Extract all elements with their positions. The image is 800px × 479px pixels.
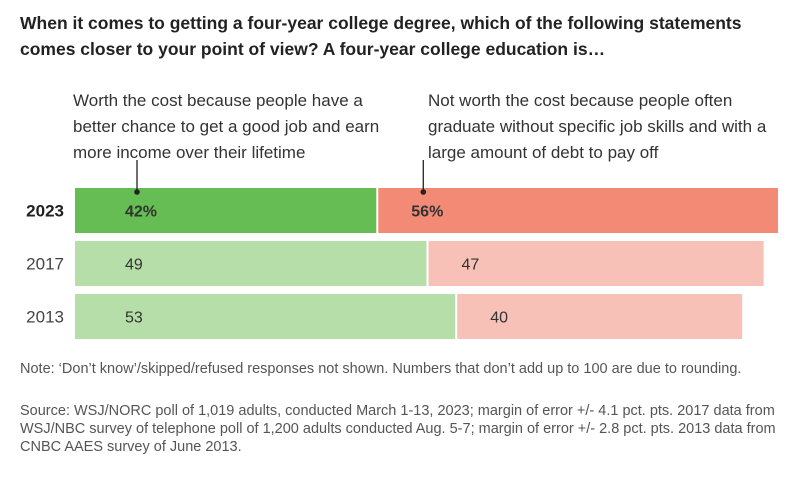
value-label-not-worth-2023: 56%	[411, 204, 443, 221]
bar-worth-2017	[75, 241, 427, 286]
bar-not-worth-2023	[378, 188, 778, 233]
chart-note: Note: ‘Don’t know’/skipped/refused respo…	[20, 361, 742, 377]
callout-dot-not-worth	[420, 189, 427, 195]
chart-source: Source: WSJ/NORC poll of 1,019 adults, c…	[20, 403, 776, 455]
callout-dot-worth	[134, 189, 140, 195]
value-label-not-worth-2017: 47	[462, 257, 480, 274]
value-label-worth-2023: 42%	[125, 204, 157, 221]
value-label-not-worth-2013: 40	[490, 310, 508, 327]
bar-worth-2023	[75, 188, 377, 233]
value-label-worth-2013: 53	[125, 310, 143, 327]
chart-title: When it comes to getting a four-year col…	[20, 13, 742, 59]
category-label-2013: 2013	[26, 308, 64, 327]
bar-worth-2013	[75, 294, 456, 339]
category-label-2017: 2017	[26, 255, 64, 274]
bar-not-worth-2017	[428, 241, 764, 286]
legend-not-worth-the-cost: Not worth the cost because people often …	[428, 91, 767, 162]
value-label-worth-2017: 49	[125, 257, 143, 274]
category-label-2023: 2023	[26, 202, 64, 221]
legend-worth-the-cost: Worth the cost because people have a bet…	[73, 91, 380, 162]
bar-not-worth-2013	[457, 294, 743, 339]
